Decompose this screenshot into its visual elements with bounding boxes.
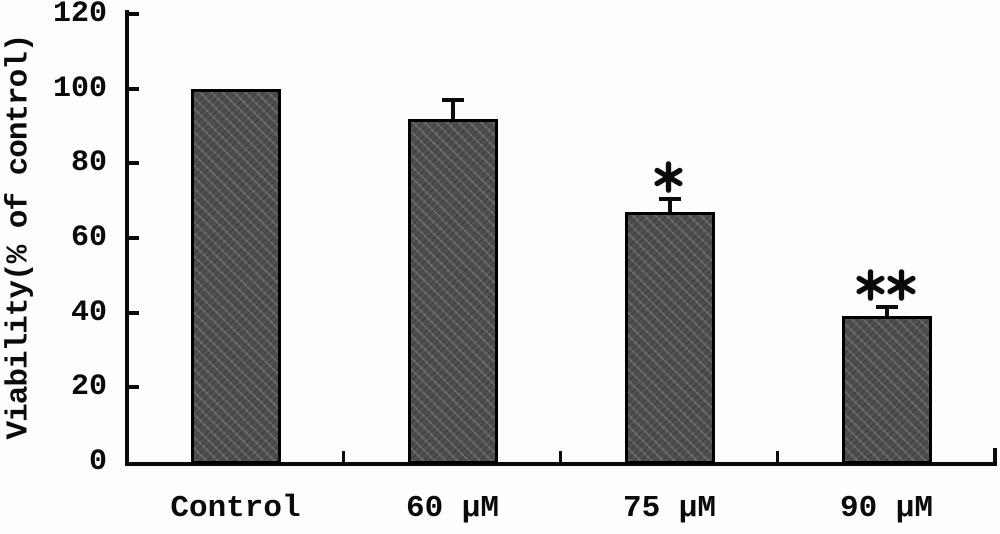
bar-90-μm [841, 316, 932, 464]
y-axis-tick-label: 40 [70, 295, 107, 330]
y-axis-tick-label: 80 [70, 146, 107, 181]
x-axis-line [125, 462, 997, 466]
x-axis-category-label: Control [170, 491, 301, 526]
y-axis-tick [129, 310, 139, 315]
x-axis-category-label: 60 μM [405, 491, 499, 526]
y-axis-tick-label: 100 [52, 71, 107, 106]
y-axis-tick [129, 161, 139, 166]
y-axis-tick-label: 0 [88, 445, 107, 479]
y-axis-tick-label: 120 [52, 0, 107, 31]
y-axis-tick-label: 20 [70, 370, 107, 405]
x-axis-tick [776, 451, 779, 462]
y-axis-tick [129, 236, 139, 240]
x-axis-category-label: 90 μM [839, 491, 933, 526]
error-bar-stem [884, 307, 889, 317]
asterisk-icon [654, 161, 683, 193]
bar-75-μm [624, 211, 715, 464]
x-axis-tick [342, 451, 345, 462]
y-axis-tick [129, 12, 139, 16]
asterisk-icon [887, 269, 915, 301]
bar-control [190, 88, 281, 464]
x-axis-end-tick [993, 448, 997, 463]
significance-marker [653, 161, 684, 193]
y-axis-tick [129, 86, 139, 91]
x-axis-tick [559, 451, 562, 462]
x-axis-category-label: 75 μM [622, 491, 716, 526]
error-bar-stem [667, 198, 672, 212]
error-bar-stem [450, 99, 455, 119]
y-axis-line [125, 10, 129, 466]
y-axis-tick [129, 385, 139, 390]
asterisk-icon [856, 269, 884, 301]
significance-marker [855, 269, 917, 301]
error-bar-cap [441, 97, 464, 102]
error-bar-cap [658, 196, 681, 201]
bar-60-μm [407, 118, 498, 464]
error-bar-cap [875, 305, 898, 310]
y-axis-tick-label: 60 [70, 221, 107, 255]
